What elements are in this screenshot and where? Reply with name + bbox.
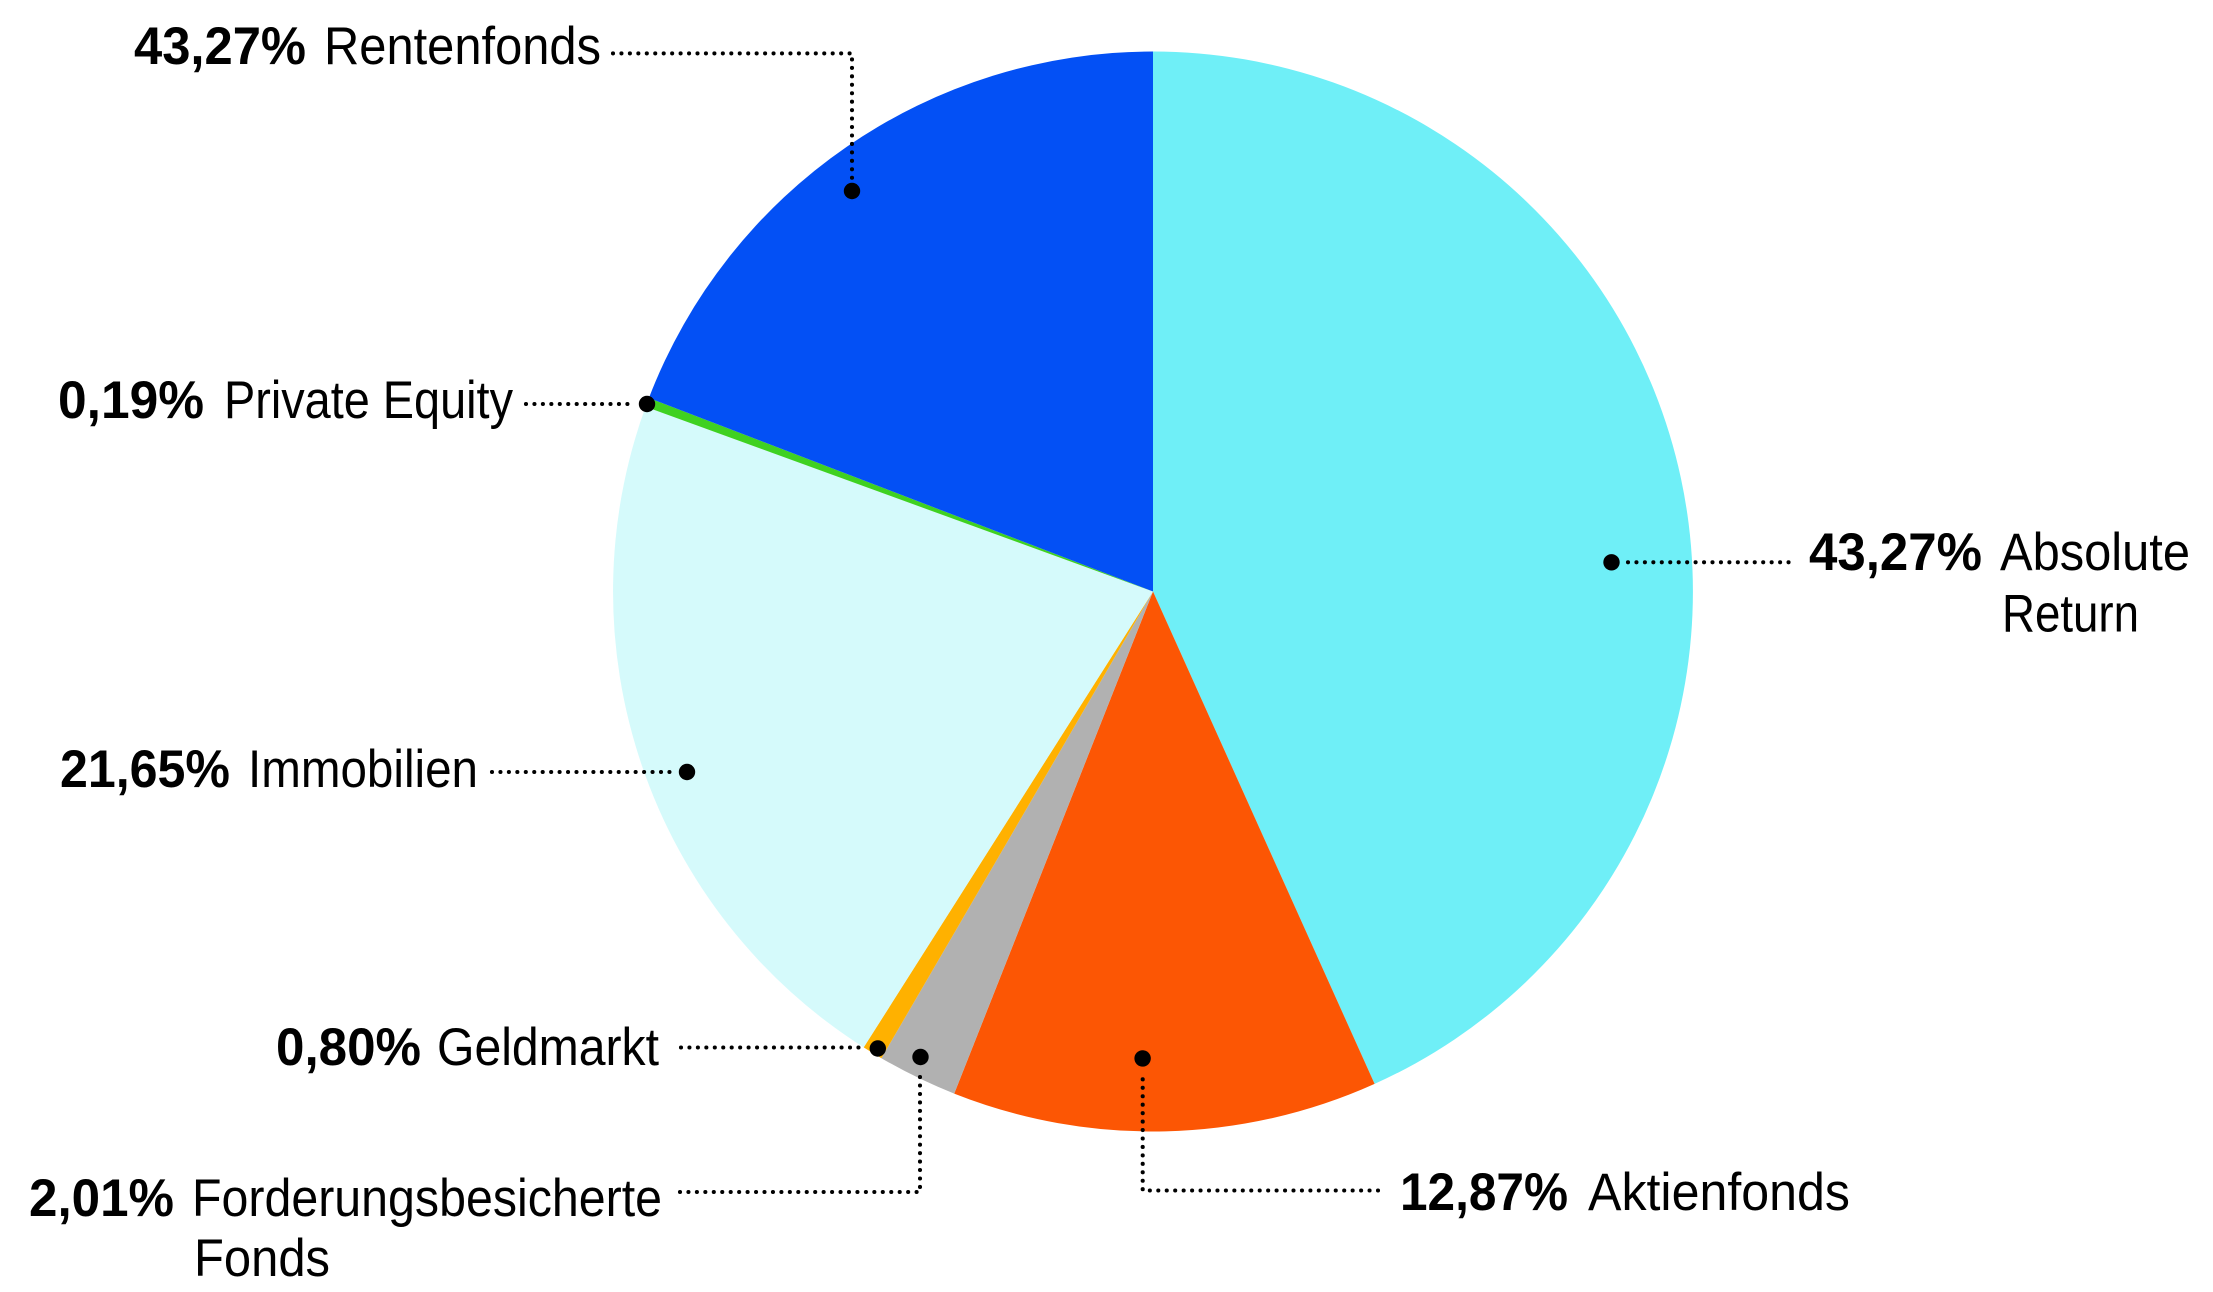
svg-text:2,01%Forderungsbesicherte: 2,01% Forderungsbesicherte [29, 1169, 662, 1228]
svg-text:43,27%Absolute: 43,27% Absolute [1809, 523, 2190, 582]
svg-text:12,87%Aktienfonds: 12,87% Aktienfonds [1400, 1163, 1850, 1222]
svg-text:21,65%Immobilien: 21,65% Immobilien [60, 740, 478, 799]
svg-text:0,19%Private Equity: 0,19% Private Equity [58, 371, 513, 430]
svg-text:Fonds: Fonds [194, 1229, 330, 1288]
svg-text:43,27%Rentenfonds: 43,27% Rentenfonds [134, 17, 601, 76]
svg-text:Return: Return [2002, 585, 2139, 644]
svg-text:0,80%Geldmarkt: 0,80% Geldmarkt [276, 1018, 659, 1077]
